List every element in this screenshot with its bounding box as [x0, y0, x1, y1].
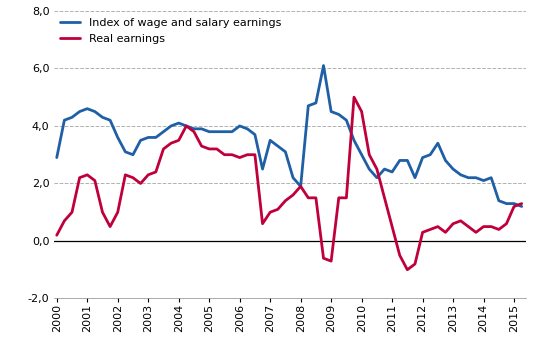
Index of wage and salary earnings	[320, 63, 326, 68]
Index of wage and salary earnings	[282, 150, 288, 154]
Real earnings	[176, 138, 182, 142]
Line: Index of wage and salary earnings: Index of wage and salary earnings	[57, 66, 521, 206]
Index of wage and salary earnings	[54, 155, 60, 160]
Real earnings	[145, 173, 151, 177]
Real earnings	[404, 268, 411, 272]
Index of wage and salary earnings	[465, 175, 471, 180]
Index of wage and salary earnings	[176, 121, 182, 125]
Real earnings	[92, 178, 98, 183]
Index of wage and salary earnings	[343, 118, 350, 122]
Index of wage and salary earnings	[92, 109, 98, 114]
Real earnings	[336, 196, 342, 200]
Legend: Index of wage and salary earnings, Real earnings: Index of wage and salary earnings, Real …	[57, 14, 285, 48]
Real earnings	[351, 95, 357, 99]
Real earnings	[518, 201, 525, 206]
Line: Real earnings: Real earnings	[57, 97, 521, 270]
Real earnings	[473, 230, 479, 234]
Index of wage and salary earnings	[145, 135, 151, 140]
Real earnings	[54, 233, 60, 237]
Index of wage and salary earnings	[518, 204, 525, 209]
Real earnings	[282, 198, 288, 203]
